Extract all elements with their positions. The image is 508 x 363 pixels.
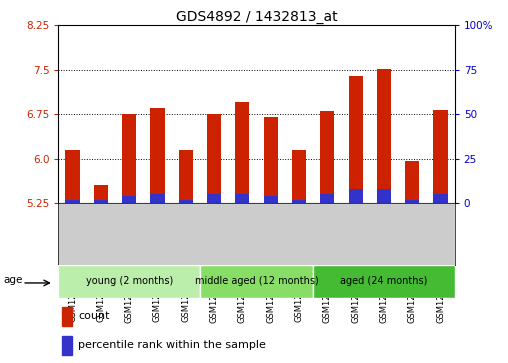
Bar (292, 200, 306, 203)
Bar (292, 150, 306, 203)
Bar (264, 196, 278, 203)
Bar (66, 150, 80, 203)
Bar (433, 110, 448, 203)
Bar (150, 109, 165, 203)
Bar (320, 111, 334, 203)
Bar (207, 114, 221, 203)
Bar (150, 194, 165, 203)
Bar (348, 76, 363, 203)
Bar (62, 307, 72, 326)
Bar (348, 189, 363, 203)
Bar (377, 189, 391, 203)
Bar (207, 194, 221, 203)
Bar (235, 102, 249, 203)
Bar (313, 265, 455, 298)
Bar (405, 200, 419, 203)
Bar (200, 265, 313, 298)
Bar (377, 69, 391, 203)
Bar (264, 117, 278, 203)
Bar (122, 114, 136, 203)
Text: age: age (3, 275, 22, 285)
Bar (58, 265, 200, 298)
Bar (122, 196, 136, 203)
Bar (179, 150, 193, 203)
Text: aged (24 months): aged (24 months) (340, 276, 428, 286)
Text: percentile rank within the sample: percentile rank within the sample (78, 340, 266, 350)
Bar (94, 200, 108, 203)
Bar (320, 194, 334, 203)
Bar (433, 194, 448, 203)
Bar (405, 160, 419, 203)
Bar (179, 200, 193, 203)
Bar (94, 185, 108, 203)
Title: GDS4892 / 1432813_at: GDS4892 / 1432813_at (176, 11, 337, 24)
Text: count: count (78, 311, 110, 321)
Bar (62, 336, 72, 355)
Text: young (2 months): young (2 months) (85, 276, 173, 286)
Bar (66, 200, 80, 203)
Bar (235, 194, 249, 203)
Text: middle aged (12 months): middle aged (12 months) (195, 276, 319, 286)
